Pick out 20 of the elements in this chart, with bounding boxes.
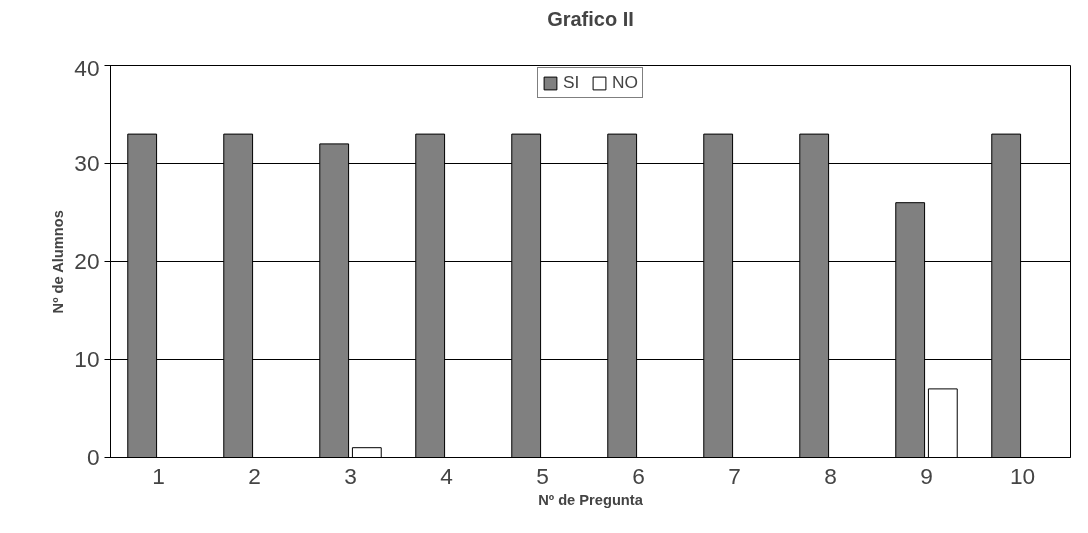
x-tick-label: 9 <box>920 462 933 489</box>
legend-label: SI <box>563 72 581 93</box>
chart-title: Grafico II <box>547 7 634 30</box>
x-tick-label: 6 <box>632 462 645 489</box>
y-axis-title: Nº de Alumnos <box>50 210 67 314</box>
x-tick-label: 3 <box>344 462 357 489</box>
y-tick-label: 0 <box>86 444 100 470</box>
y-tick-label: 40 <box>74 54 100 81</box>
x-tick-label: 7 <box>728 462 741 489</box>
x-tick-label: 10 <box>1009 462 1036 489</box>
legend-label: NO <box>612 72 638 93</box>
x-tick-label: 1 <box>152 462 165 489</box>
y-tick-label: 10 <box>74 346 100 372</box>
y-tick-label: 30 <box>74 150 100 176</box>
x-tick-label: 4 <box>440 462 453 489</box>
x-tick-label: 8 <box>824 462 837 489</box>
x-axis-title: Nº de Pregunta <box>538 491 644 508</box>
y-tick-label: 20 <box>74 248 100 274</box>
x-tick-label: 5 <box>536 462 549 489</box>
x-tick-label: 2 <box>248 462 261 489</box>
